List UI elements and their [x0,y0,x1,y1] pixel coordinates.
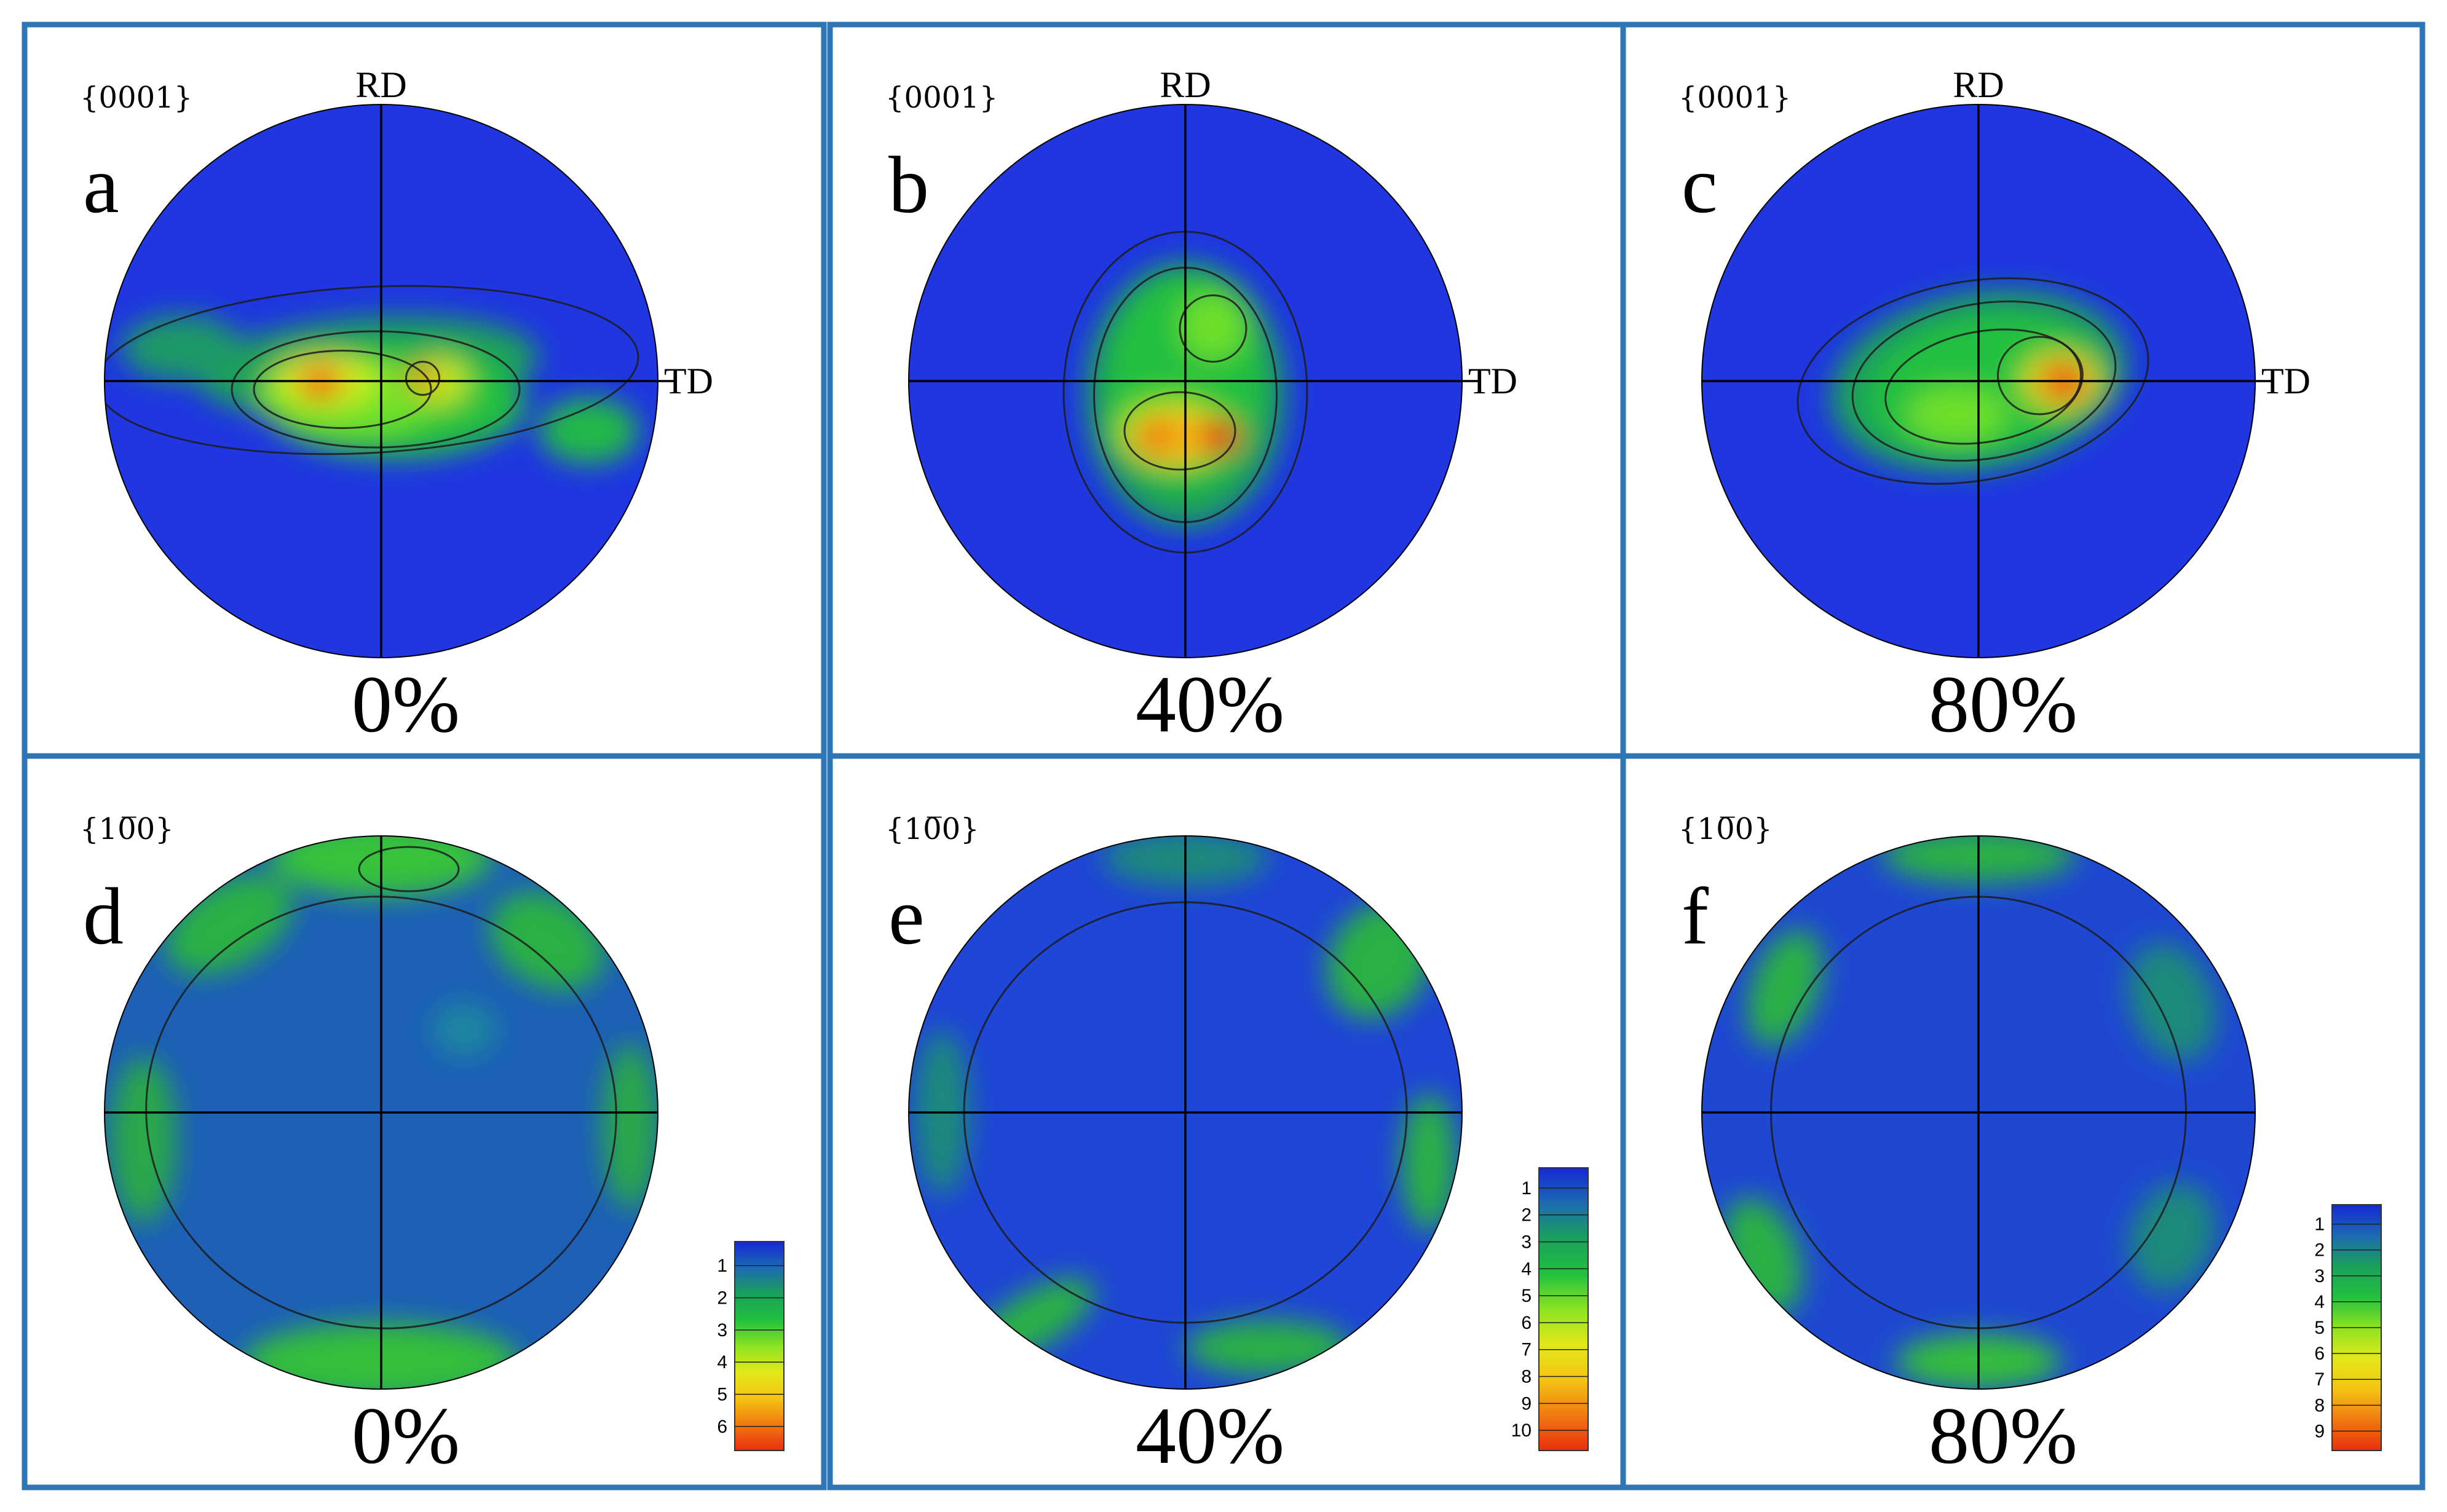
colorbar-tick: 7 [2314,1369,2325,1390]
projection-circle [1701,104,2256,658]
intensity-region [431,1002,497,1057]
colorbar-tick: 4 [717,1352,727,1372]
colorbar-tick: 8 [1521,1367,1532,1387]
contour-line [1123,391,1236,471]
projection-circle [908,835,1463,1390]
intensity-region [1196,420,1241,453]
contour-line [1179,294,1247,363]
intensity-region [1401,1093,1457,1232]
colorbar-tick: 8 [2314,1395,2325,1416]
intensity-region [1136,420,1180,453]
colorbar-tick: 5 [1521,1286,1532,1306]
pole-figure-label: {10̅0} [1678,812,1773,846]
projection-circle [1701,835,2256,1390]
colorbar-tick: 1 [1521,1178,1532,1199]
pole-figure-label: {0001} [1678,81,1791,115]
intensity-region [603,1043,658,1210]
colorbar: 1 2 3 4 5 6 [717,1241,785,1451]
panel-letter: c [1682,140,1718,230]
panel-letter: b [888,140,929,230]
pole-figure-label: {0001} [80,81,192,115]
contour-line [145,896,617,1329]
pole-figure-label: {10̅0} [885,812,979,846]
colorbar-tick: 3 [2314,1266,2325,1286]
colorbar-gradient [1538,1167,1589,1451]
contour-line [105,285,639,455]
pole-figure-label: {10̅0} [80,812,174,846]
panel-letter: e [888,871,925,961]
td-label: TD [664,361,713,401]
colorbar-tick: 10 [1511,1420,1532,1441]
colorbar-gradient [734,1241,785,1451]
colorbar-tick: 6 [717,1417,727,1437]
panel-border [1620,753,2425,1490]
panel-border [22,753,827,1490]
colorbar-tick: 3 [1521,1232,1532,1252]
panel-e: {10̅0} e 40% 1 2 3 4 5 6 7 8 9 10 [827,753,1626,1490]
contour-line [1884,328,2084,445]
strain-label: 40% [1136,1390,1284,1481]
panel-f: {10̅0} f 80% 1 2 3 4 5 6 7 8 9 [1620,753,2425,1490]
colorbar-tick: 4 [2314,1292,2325,1312]
projection-circle [104,835,658,1390]
intensity-region [1907,387,2006,442]
colorbar-tick: 1 [2314,1215,2325,1235]
intensity-region [1180,293,1246,359]
colorbar-tick: 2 [717,1288,727,1309]
contour-line [1997,336,2082,415]
panel-a: {0001} a RD TD 0% [22,22,827,759]
strain-label: 0% [352,659,460,749]
projection-circle [908,104,1463,658]
colorbar-tick: 5 [2314,1318,2325,1338]
intensity-region [539,398,639,464]
rd-label: RD [1160,65,1211,105]
colorbar-tick: 6 [1521,1313,1532,1333]
contour-line [1797,277,2149,485]
colorbar-tick: 3 [717,1320,727,1341]
panel-b: {0001} b RD TD 40% [827,22,1626,759]
colorbar-tick: 1 [717,1256,727,1276]
td-label: TD [2261,361,2311,401]
colorbar: 1 2 3 4 5 6 7 8 9 [2314,1204,2382,1451]
intensity-region [304,370,337,398]
colorbar-tick: 6 [2314,1344,2325,1364]
colorbar-tick: 9 [1521,1393,1532,1414]
colorbar-tick: 7 [1521,1340,1532,1360]
strain-label: 0% [352,1390,460,1481]
intensity-region [2129,1183,2216,1291]
panel-letter: a [83,140,119,230]
intensity-region [1747,929,1823,1047]
intensity-region [409,364,437,392]
rd-label: RD [1953,65,2004,105]
contour-line [358,846,460,892]
contour-line [405,361,440,396]
colorbar-tick: 2 [2314,1240,2325,1261]
strain-label: 80% [1929,659,2077,749]
td-label: TD [1468,361,1517,401]
panel-letter: d [83,871,124,961]
intensity-region [121,315,243,381]
intensity-region [1185,1320,1351,1376]
panel-c: {0001} c RD TD 80% [1620,22,2425,759]
strain-label: 80% [1929,1390,2077,1481]
colorbar-tick: 2 [1521,1205,1532,1226]
colorbar: 1 2 3 4 5 6 7 8 9 10 [1511,1167,1589,1451]
intensity-region [2128,943,2216,1061]
panel-letter: f [1682,871,1709,961]
contour-line [253,350,432,429]
contour-line [231,330,521,449]
colorbar-tick: 9 [2314,1421,2325,1441]
panel-d: {10̅0} d 0% 1 2 3 4 5 6 [22,753,827,1490]
contour-line [1851,300,2117,462]
colorbar-tick: 5 [717,1384,727,1404]
projection-circle [104,104,658,658]
pole-figure-label: {0001} [885,81,998,115]
strain-label: 40% [1136,659,1284,749]
rd-label: RD [355,65,406,105]
colorbar-tick: 4 [1521,1259,1532,1279]
